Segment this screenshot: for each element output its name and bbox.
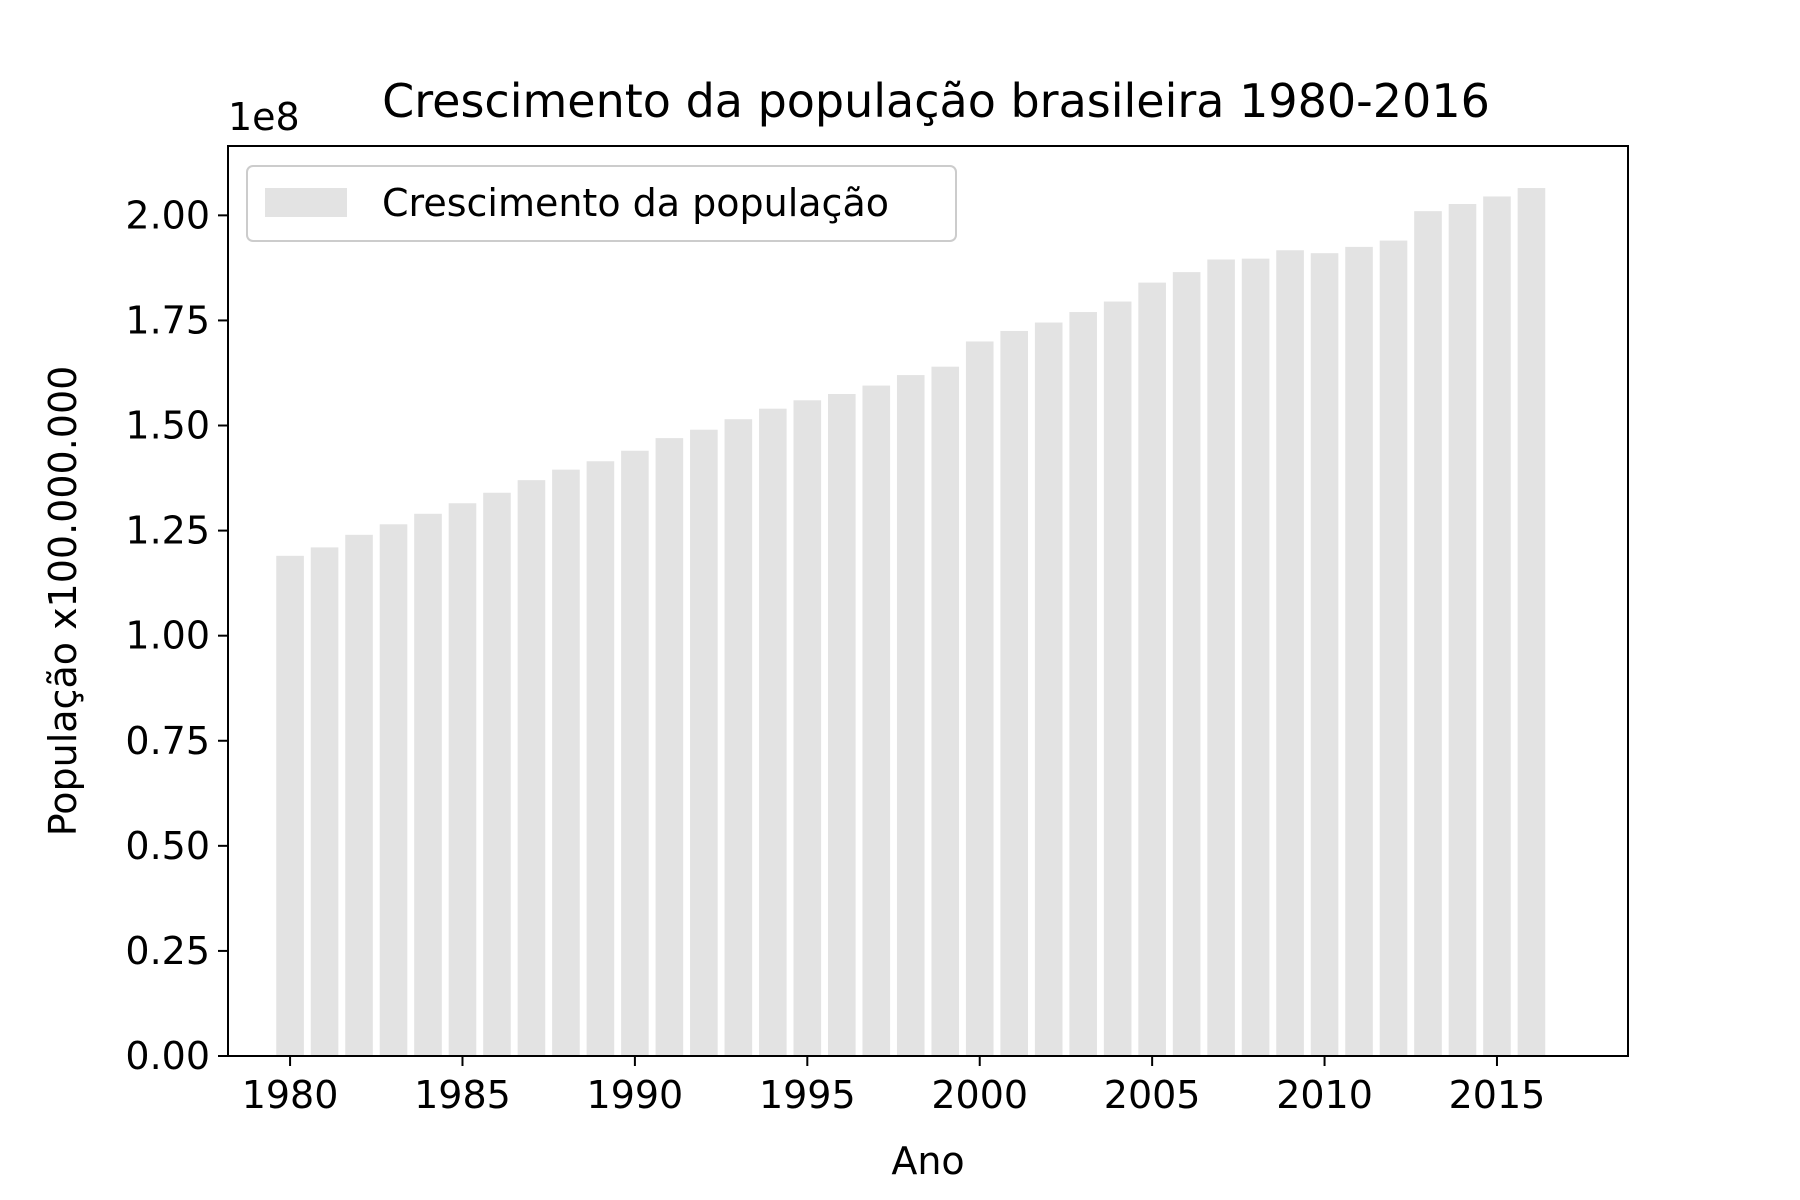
bar-1999 <box>931 366 960 1056</box>
y-offset-label: 1e8 <box>228 95 300 139</box>
y-tick-label: 0.75 <box>125 719 210 763</box>
bar-2016 <box>1517 188 1546 1056</box>
bar-2007 <box>1207 259 1235 1056</box>
x-axis: 1980 1985 1990 1995 2000 2005 2010 2015 <box>242 1056 1546 1117</box>
bar-2015 <box>1483 196 1511 1057</box>
bar-2008 <box>1241 258 1270 1057</box>
chart-title: Crescimento da população brasileira 1980… <box>382 74 1490 128</box>
plot-area-frame <box>227 145 1629 1057</box>
x-tick-label: 1980 <box>242 1073 339 1117</box>
bar-group <box>276 188 1546 1057</box>
bar-1995 <box>793 400 822 1056</box>
y-tick-label: 1.00 <box>125 614 210 658</box>
bar-1981 <box>310 547 339 1056</box>
bar-1991 <box>655 438 684 1056</box>
bar-2013 <box>1414 211 1442 1056</box>
bar-2001 <box>1000 330 1028 1056</box>
x-tick-label: 1995 <box>759 1073 856 1117</box>
bar-1985 <box>448 503 477 1056</box>
bar-1987 <box>517 480 546 1056</box>
bar-2014 <box>1448 204 1477 1056</box>
x-tick-label: 2010 <box>1276 1073 1373 1117</box>
legend-swatch <box>265 188 347 217</box>
legend-box <box>246 165 957 242</box>
bar-1996 <box>828 393 856 1057</box>
bar-1986 <box>483 492 511 1057</box>
bar-1990 <box>621 450 649 1057</box>
y-tick-label: 1.25 <box>125 509 210 553</box>
y-tick-label: 0.50 <box>125 824 210 868</box>
bar-1988 <box>552 469 580 1057</box>
y-tick-label: 0.00 <box>125 1034 210 1078</box>
bar-2010 <box>1310 253 1339 1057</box>
bar-1983 <box>379 524 408 1056</box>
x-tick-label: 1990 <box>587 1073 684 1117</box>
bar-2006 <box>1172 272 1201 1056</box>
bar-2012 <box>1379 240 1408 1056</box>
bar-1994 <box>759 408 787 1056</box>
x-tick-label: 2005 <box>1104 1073 1201 1117</box>
y-tick-label: 1.50 <box>125 404 210 448</box>
bar-2005 <box>1138 282 1166 1056</box>
bar-1997 <box>862 385 891 1056</box>
x-tick-label: 1985 <box>414 1073 511 1117</box>
y-axis: 0.00 0.25 0.50 0.75 1.00 1.25 1.50 1.75 2.00 <box>125 193 228 1078</box>
bar-1989 <box>586 461 615 1056</box>
x-tick-label: 2000 <box>931 1073 1028 1117</box>
bar-1982 <box>345 534 373 1056</box>
bar-1984 <box>414 513 442 1056</box>
bar-1998 <box>896 375 925 1057</box>
bar-1980 <box>276 555 304 1056</box>
x-axis-label: Ano <box>891 1139 964 1183</box>
bar-2004 <box>1103 301 1132 1056</box>
y-axis-label: População x100.000.000 <box>41 366 85 837</box>
x-tick-label: 2015 <box>1449 1073 1546 1117</box>
bar-2011 <box>1345 246 1373 1057</box>
bar-2003 <box>1069 312 1097 1056</box>
y-tick-label: 2.00 <box>125 193 210 237</box>
bar-1993 <box>724 419 753 1056</box>
bar-2009 <box>1276 250 1304 1057</box>
bar-2002 <box>1034 322 1063 1057</box>
bar-1992 <box>690 429 718 1056</box>
legend-entry: Crescimento da população <box>382 181 889 225</box>
y-tick-label: 1.75 <box>125 298 210 342</box>
legend: Crescimento da população <box>246 165 957 242</box>
y-tick-label: 0.25 <box>125 929 210 973</box>
bar-2000 <box>965 341 994 1057</box>
